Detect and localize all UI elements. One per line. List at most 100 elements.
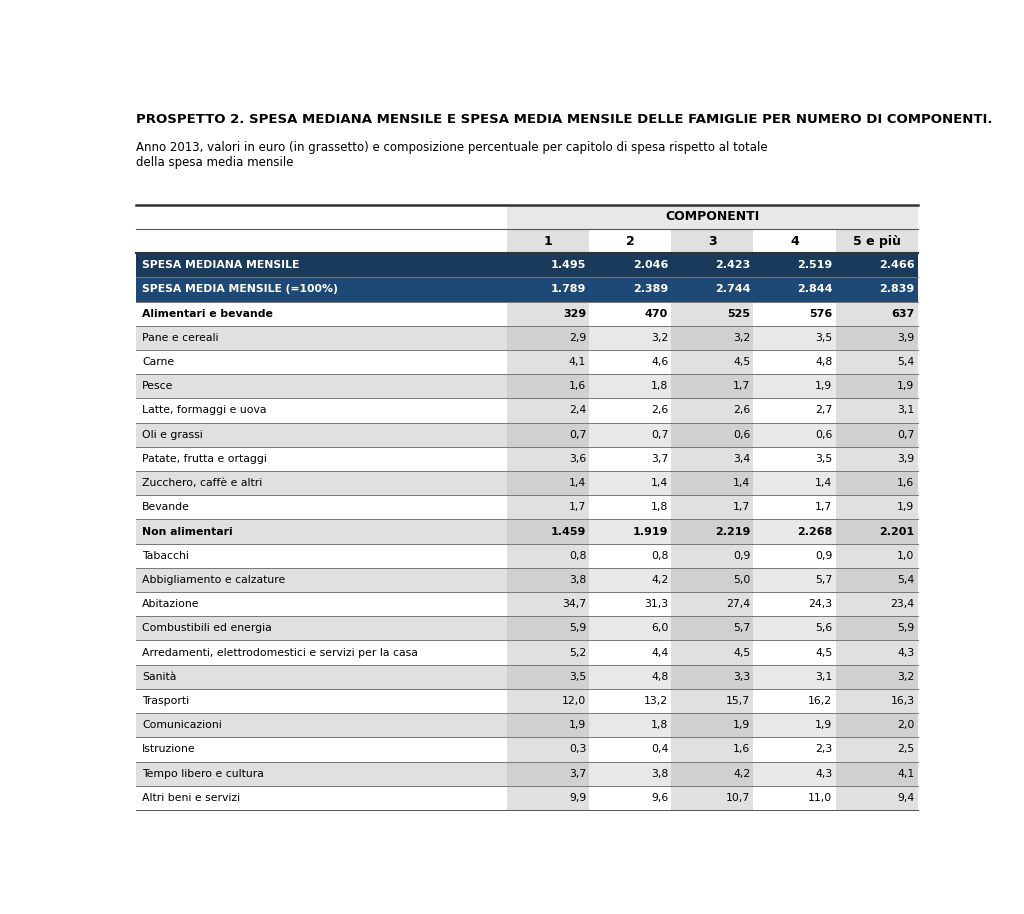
Text: 3,2: 3,2 [651, 333, 669, 343]
Bar [507, 228, 590, 253]
Bar [754, 592, 836, 616]
Text: della spesa media mensile: della spesa media mensile [136, 156, 294, 169]
Text: 24,3: 24,3 [808, 600, 833, 609]
Bar [507, 761, 590, 786]
Text: 2.423: 2.423 [715, 260, 751, 271]
Bar [672, 495, 754, 519]
Text: 1,4: 1,4 [569, 478, 586, 488]
Bar [754, 471, 836, 495]
Bar [590, 277, 672, 302]
Text: 5,7: 5,7 [815, 575, 833, 585]
Bar [836, 302, 918, 325]
Bar [507, 689, 590, 713]
Text: 1,9: 1,9 [733, 720, 751, 730]
Bar [672, 350, 754, 374]
Text: 3,9: 3,9 [897, 333, 914, 343]
Text: 34,7: 34,7 [562, 600, 586, 609]
Bar [136, 228, 507, 253]
Bar [507, 325, 590, 350]
Bar [754, 447, 836, 471]
Text: 1,8: 1,8 [651, 503, 669, 513]
Text: Tabacchi: Tabacchi [142, 551, 189, 560]
Text: 0,6: 0,6 [733, 430, 751, 440]
Bar [754, 399, 836, 422]
Text: 3,1: 3,1 [815, 672, 833, 682]
Text: 2,6: 2,6 [733, 406, 751, 416]
Bar [507, 253, 590, 277]
Text: 2.046: 2.046 [633, 260, 669, 271]
Bar [507, 519, 590, 544]
Bar [672, 228, 754, 253]
Bar [590, 761, 672, 786]
Bar [672, 325, 754, 350]
Text: 2.519: 2.519 [797, 260, 833, 271]
Bar [590, 422, 672, 447]
Bar [590, 786, 672, 810]
Bar [672, 374, 754, 399]
Bar [672, 738, 754, 761]
Text: 4: 4 [791, 235, 799, 248]
Text: 0,6: 0,6 [815, 430, 833, 440]
Text: 1.459: 1.459 [551, 526, 586, 537]
Bar [836, 544, 918, 568]
Bar [136, 664, 507, 689]
Bar [590, 641, 672, 664]
Text: 1.789: 1.789 [551, 284, 586, 294]
Bar [136, 277, 507, 302]
Text: 5,4: 5,4 [897, 357, 914, 367]
Bar [590, 399, 672, 422]
Text: 4,1: 4,1 [569, 357, 586, 367]
Text: 4,2: 4,2 [733, 769, 751, 779]
Text: 0,3: 0,3 [568, 744, 586, 754]
Bar [836, 422, 918, 447]
Text: 23,4: 23,4 [890, 600, 914, 609]
Bar [836, 374, 918, 399]
Text: 4,2: 4,2 [651, 575, 669, 585]
Text: 0,7: 0,7 [568, 430, 586, 440]
Bar [136, 350, 507, 374]
Bar [136, 471, 507, 495]
Text: 3: 3 [709, 235, 717, 248]
Bar [136, 447, 507, 471]
Bar [590, 350, 672, 374]
Bar [590, 495, 672, 519]
Text: 12,0: 12,0 [562, 696, 586, 706]
Text: 576: 576 [809, 309, 833, 319]
Text: 11,0: 11,0 [808, 792, 833, 802]
Text: 2,6: 2,6 [651, 406, 669, 416]
Text: 2.744: 2.744 [715, 284, 751, 294]
Text: 2.389: 2.389 [633, 284, 669, 294]
Bar [672, 641, 754, 664]
Text: Abbigliamento e calzature: Abbigliamento e calzature [142, 575, 286, 585]
Bar [507, 738, 590, 761]
Text: 3,5: 3,5 [815, 333, 833, 343]
Bar [754, 325, 836, 350]
Text: 2.466: 2.466 [879, 260, 914, 271]
Text: Pane e cereali: Pane e cereali [142, 333, 219, 343]
Text: 3,9: 3,9 [897, 454, 914, 464]
Text: 1,4: 1,4 [733, 478, 751, 488]
Text: 1,9: 1,9 [569, 720, 586, 730]
Bar [507, 277, 590, 302]
Bar [672, 302, 754, 325]
Bar [136, 689, 507, 713]
Bar [836, 713, 918, 738]
Bar [507, 471, 590, 495]
Text: 5,9: 5,9 [897, 623, 914, 633]
Text: 3,8: 3,8 [569, 575, 586, 585]
Text: SPESA MEDIA MENSILE (=100%): SPESA MEDIA MENSILE (=100%) [142, 284, 338, 294]
Text: 1,7: 1,7 [815, 503, 833, 513]
Text: 5,2: 5,2 [569, 648, 586, 657]
Bar [507, 664, 590, 689]
Text: 6,0: 6,0 [651, 623, 669, 633]
Bar [836, 568, 918, 592]
Bar [136, 495, 507, 519]
Bar [672, 447, 754, 471]
Text: 0,4: 0,4 [651, 744, 669, 754]
Text: Anno 2013, valori in euro (in grassetto) e composizione percentuale per capitolo: Anno 2013, valori in euro (in grassetto)… [136, 141, 768, 154]
Text: Sanità: Sanità [142, 672, 177, 682]
Bar [836, 399, 918, 422]
Bar [507, 616, 590, 641]
Text: 3,7: 3,7 [651, 454, 669, 464]
Bar [507, 641, 590, 664]
